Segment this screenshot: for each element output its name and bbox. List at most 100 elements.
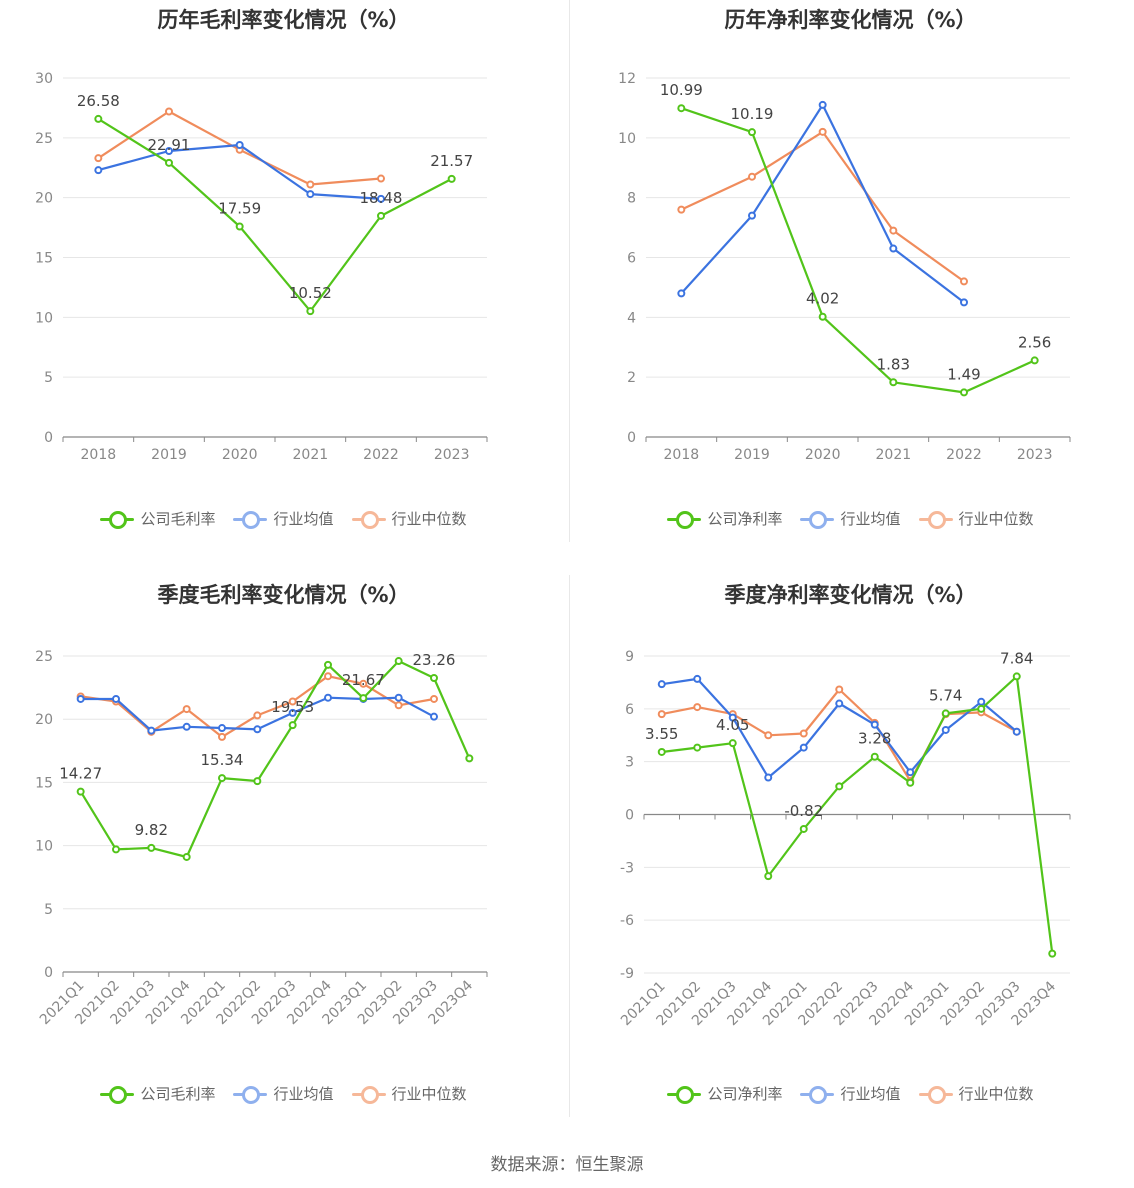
series-line-company [97, 117, 453, 313]
data-point-company [1048, 949, 1057, 958]
data-point-company [377, 211, 385, 220]
data-point-median [288, 697, 297, 706]
legend-item-company[interactable]: 公司毛利率 [100, 1083, 215, 1104]
data-point-avg [94, 166, 103, 175]
series-line-company [79, 660, 471, 859]
legend-item-median[interactable]: 行业中位数 [918, 508, 1034, 529]
data-label: 3.55 [645, 725, 678, 743]
data-point-company [465, 754, 474, 763]
legend-item-avg[interactable]: 行业均值 [233, 508, 334, 529]
data-point-company [182, 852, 191, 861]
legend-label-median: 行业中位数 [958, 510, 1034, 528]
series-line-avg [661, 677, 1018, 779]
chart-title: 历年毛利率变化情况（%） [157, 8, 410, 32]
data-point-avg [306, 190, 315, 199]
x-tick-label: 2018 [664, 447, 700, 463]
data-point-avg [799, 743, 808, 752]
y-tick-label: 5 [44, 902, 53, 918]
legend-marker-company [100, 510, 135, 529]
data-point-avg [657, 680, 666, 689]
data-point-median [818, 127, 827, 136]
data-label: 26.58 [77, 92, 120, 110]
chart-plot: 0 2 4 6 8 10 12 2018 2019 2020 2021 2022 2023 10.99 10… [618, 71, 1071, 463]
legend-item-company[interactable]: 公司毛利率 [100, 508, 215, 529]
data-point-avg [218, 724, 226, 733]
data-point-company [147, 843, 156, 852]
data-label: 17.59 [218, 200, 261, 218]
legend-item-median[interactable]: 行业中位数 [351, 1083, 467, 1104]
legend-marker-avg [233, 1085, 268, 1104]
chart-plot: 0 5 10 15 20 25 30 2018 2019 2020 2021 2022 2023 26.5… [35, 71, 488, 463]
y-tick-label: 20 [35, 712, 53, 728]
data-point-median [430, 694, 438, 703]
data-point-median [359, 679, 368, 688]
chart-legend: 公司毛利率 行业均值 行业中位数 [0, 508, 567, 529]
data-point-avg [693, 674, 702, 683]
data-point-avg [764, 773, 773, 782]
data-label: 4.02 [806, 290, 839, 308]
data-point-avg [870, 720, 879, 729]
legend-item-company[interactable]: 公司净利率 [667, 1083, 782, 1104]
legend-marker-median [918, 510, 953, 529]
chart-title: 季度净利率变化情况（%） [724, 583, 977, 607]
legend-label-company: 公司毛利率 [140, 1085, 216, 1103]
y-tick-label: 9 [625, 649, 634, 665]
data-label: 1.49 [947, 365, 980, 383]
data-point-company [818, 312, 827, 321]
y-tick-label: 2 [627, 370, 636, 386]
legend-marker-company [667, 1085, 702, 1104]
legend-item-median[interactable]: 行业中位数 [351, 508, 467, 529]
x-tick-label: 2022 [946, 447, 982, 463]
data-label: 23.26 [413, 651, 456, 669]
data-label: 18.48 [360, 189, 403, 207]
data-point-company [306, 307, 315, 316]
data-point-median [748, 172, 756, 181]
data-point-company [288, 721, 297, 730]
legend-marker-avg [800, 1085, 835, 1104]
data-point-company [693, 743, 702, 752]
data-point-avg [941, 725, 950, 734]
legend-marker-median [918, 1085, 953, 1104]
data-source: 数据来源：恒生聚源 [490, 1155, 644, 1175]
y-tick-label: 15 [35, 251, 53, 267]
data-point-company [870, 752, 879, 761]
data-point-company [324, 660, 332, 669]
data-point-avg [1012, 727, 1021, 736]
data-point-company [1012, 672, 1021, 681]
legend-marker-avg [800, 510, 835, 529]
legend-item-company[interactable]: 公司净利率 [667, 508, 782, 529]
legend-item-avg[interactable]: 行业均值 [233, 1083, 334, 1104]
x-tick-label: 2019 [151, 447, 187, 463]
legend-label-avg: 行业均值 [273, 1085, 334, 1103]
data-label: 9.82 [135, 821, 168, 839]
data-point-median [165, 107, 173, 116]
data-point-company [1030, 356, 1039, 365]
y-tick-label: -6 [620, 913, 634, 929]
data-label: 19.53 [271, 698, 314, 716]
chart-title: 历年净利率变化情况（%） [724, 8, 977, 32]
data-point-company [835, 782, 844, 791]
y-tick-label: 6 [625, 702, 634, 718]
y-tick-label: 12 [618, 71, 636, 87]
legend-item-avg[interactable]: 行业均值 [800, 1083, 901, 1104]
annual-net-margin-chart: 历年净利率变化情况（%） 0 2 4 6 8 10 12 2018 2019 2020 2021 20… [567, 0, 1134, 575]
legend-label-median: 行业中位数 [391, 1085, 467, 1103]
x-tick-label: 2018 [81, 447, 117, 463]
data-point-avg [430, 712, 438, 721]
data-label: 21.67 [342, 671, 385, 689]
y-tick-label: 8 [627, 191, 636, 207]
data-point-avg [235, 141, 244, 150]
data-point-company [447, 174, 456, 183]
chart-legend: 公司毛利率 行业均值 行业中位数 [0, 1083, 567, 1104]
data-point-median [253, 711, 262, 720]
x-tick-label: 2021 [293, 447, 329, 463]
data-point-avg [182, 722, 191, 731]
legend-item-avg[interactable]: 行业均值 [800, 508, 901, 529]
chart-plot: 05101520252021Q12021Q22021Q32021Q42022Q1… [35, 649, 488, 1028]
data-point-company [359, 694, 368, 703]
data-point-median [324, 672, 332, 681]
data-label: 4.05 [716, 716, 749, 734]
legend-item-median[interactable]: 行业中位数 [918, 1083, 1034, 1104]
data-point-company [76, 787, 85, 796]
data-point-company [394, 657, 403, 666]
